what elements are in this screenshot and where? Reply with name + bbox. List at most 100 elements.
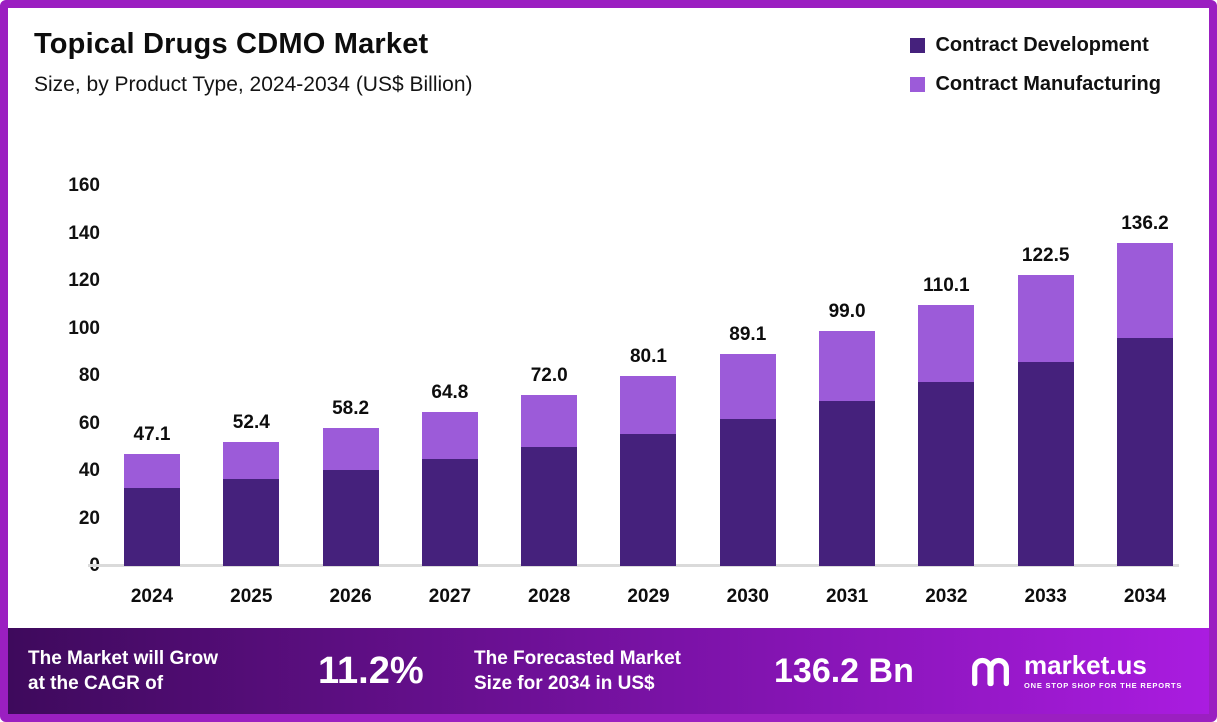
bar-column-2028: 72.0 2028 — [521, 186, 578, 607]
bar-value-label: 122.5 — [1021, 245, 1070, 267]
bar-column-2024: 47.1 2024 — [124, 186, 180, 607]
stacked-bar — [421, 412, 478, 566]
bar-column-2026: 58.2 2026 — [322, 186, 379, 607]
x-axis-label: 2033 — [1024, 586, 1067, 607]
forecast-value: 136.2 Bn — [774, 651, 914, 690]
segment-contract-manufacturing — [620, 375, 677, 435]
stacked-bar — [918, 304, 975, 566]
y-tick-label: 120 — [68, 270, 100, 291]
market-us-logo-icon — [972, 657, 1009, 687]
bar-area: 47.1 — [124, 186, 180, 566]
cagr-value: 11.2% — [318, 649, 424, 692]
bar-column-2025: 52.4 2025 — [223, 186, 280, 607]
segment-contract-development — [421, 459, 478, 566]
stacked-bar — [719, 354, 776, 566]
chart-subtitle: Size, by Product Type, 2024-2034 (US$ Bi… — [34, 73, 473, 96]
bar-value-label: 99.0 — [828, 300, 866, 322]
bar-column-2027: 64.8 2027 — [421, 186, 478, 607]
bar-value-label: 64.8 — [431, 382, 469, 404]
legend-item-contract-development: Contract Development — [910, 34, 1161, 57]
forecast-caption-line1: The Forecasted Market — [474, 648, 681, 669]
bar-value-label: 47.1 — [133, 424, 171, 446]
bar-area: 58.2 — [322, 186, 379, 566]
title-block: Topical Drugs CDMO Market Size, by Produ… — [34, 28, 473, 97]
bars-plot-area: 47.1 2024 52.4 2025 58.2 2026 64.8 2027 72.0 2028… — [124, 186, 1173, 607]
bar-area: 122.5 — [1017, 186, 1074, 566]
chart-header: Topical Drugs CDMO Market Size, by Produ… — [8, 8, 1209, 97]
cagr-caption-line1: The Market will Grow — [28, 648, 219, 669]
bar-area: 99.0 — [819, 186, 876, 566]
stacked-bar — [322, 427, 379, 566]
forecast-caption: The Forecasted Market Size for 2034 in U… — [474, 646, 774, 696]
legend-label-contract-manufacturing: Contract Manufacturing — [935, 73, 1161, 95]
segment-contract-manufacturing — [421, 412, 478, 460]
x-axis-label: 2027 — [428, 586, 472, 607]
bar-column-2033: 122.5 2033 — [1017, 186, 1074, 607]
forecast-caption-line2: Size for 2034 in US$ — [474, 673, 655, 694]
brand-text: market.us ONE STOP SHOP FOR THE REPORTS — [1024, 652, 1182, 690]
cagr-caption: The Market will Grow at the CAGR of — [28, 646, 318, 696]
bar-value-label: 110.1 — [923, 274, 970, 296]
y-tick-label: 40 — [78, 460, 100, 481]
segment-contract-development — [521, 447, 578, 566]
x-axis-label: 2034 — [1123, 586, 1167, 607]
legend-item-contract-manufacturing: Contract Manufacturing — [910, 73, 1161, 96]
segment-contract-manufacturing — [124, 454, 180, 488]
segment-contract-development — [223, 479, 280, 566]
footer-banner: The Market will Grow at the CAGR of 11.2… — [8, 628, 1209, 714]
segment-contract-development — [819, 400, 876, 566]
x-axis-label: 2029 — [627, 586, 670, 607]
stacked-bar — [521, 395, 578, 566]
chart-title: Topical Drugs CDMO Market — [34, 28, 429, 60]
x-axis-label: 2031 — [825, 586, 869, 607]
y-tick-label: 80 — [78, 365, 100, 386]
legend-swatch-contract-development — [910, 38, 926, 53]
legend-swatch-contract-manufacturing — [910, 77, 926, 92]
stacked-bar-chart: 020406080100120140160 47.1202452.4202558… — [38, 127, 1179, 628]
legend: Contract Development Contract Manufactur… — [910, 28, 1183, 97]
bar-area: 64.8 — [421, 186, 478, 566]
bar-column-2031: 99.0 2031 — [819, 186, 876, 607]
y-tick-label: 140 — [68, 222, 100, 244]
stacked-bar — [620, 375, 677, 566]
brand-tagline: ONE STOP SHOP FOR THE REPORTS — [1024, 681, 1183, 690]
x-axis-label: 2024 — [130, 586, 174, 607]
y-tick-label: 60 — [78, 412, 100, 434]
segment-contract-manufacturing — [719, 354, 776, 419]
bar-area: 110.1 — [918, 186, 975, 566]
y-tick-label: 20 — [78, 507, 100, 529]
bar-value-label: 72.0 — [530, 365, 568, 386]
legend-label-contract-development: Contract Development — [935, 34, 1149, 56]
x-axis-label: 2028 — [528, 586, 571, 607]
x-axis-label: 2032 — [925, 586, 968, 607]
segment-contract-development — [620, 434, 677, 566]
bar-value-label: 80.1 — [629, 345, 667, 367]
segment-contract-manufacturing — [1017, 275, 1074, 362]
segment-contract-development — [322, 469, 379, 566]
bar-column-2034: 136.2 2034 — [1116, 186, 1173, 607]
y-tick-label: 100 — [68, 317, 100, 339]
segment-contract-development — [124, 487, 180, 566]
bar-area: 80.1 — [620, 186, 677, 566]
x-axis-label: 2030 — [726, 586, 769, 607]
bar-area: 72.0 — [521, 186, 578, 566]
stacked-bar — [223, 441, 280, 566]
segment-contract-manufacturing — [322, 427, 379, 470]
segment-contract-development — [918, 381, 975, 566]
bar-value-label: 136.2 — [1121, 212, 1169, 234]
bar-value-label: 89.1 — [729, 324, 767, 346]
stacked-bar — [819, 330, 876, 566]
bar-value-label: 52.4 — [232, 411, 270, 433]
bar-area: 136.2 — [1116, 186, 1173, 566]
segment-contract-development — [719, 418, 776, 566]
x-axis-label: 2025 — [230, 586, 273, 607]
segment-contract-manufacturing — [1116, 242, 1173, 338]
segment-contract-manufacturing — [918, 304, 975, 382]
bar-column-2030: 89.1 2030 — [719, 186, 776, 607]
bar-area: 52.4 — [223, 186, 280, 566]
y-axis: 020406080100120140160 — [38, 175, 100, 576]
segment-contract-development — [1116, 338, 1173, 566]
bar-area: 89.1 — [719, 186, 776, 566]
segment-contract-development — [1017, 361, 1074, 566]
